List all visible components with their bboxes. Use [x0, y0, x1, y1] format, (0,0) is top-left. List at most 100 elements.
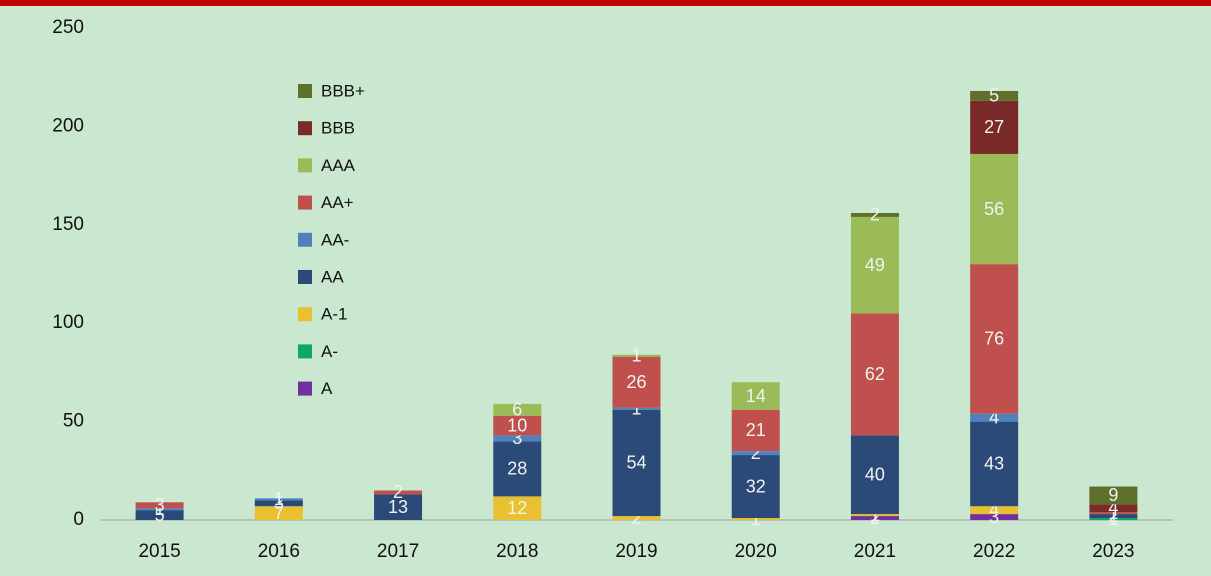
data-label: 54 [626, 453, 646, 473]
bar-segment [374, 490, 423, 495]
x-tick-label: 2018 [496, 541, 538, 562]
bar-segment [612, 354, 661, 357]
data-label: 76 [984, 329, 1004, 349]
data-label: 28 [507, 459, 527, 479]
bar-segment [850, 216, 899, 314]
bar-segment [850, 313, 899, 436]
x-tick-label: 2021 [854, 541, 896, 562]
data-label: 1 [631, 399, 641, 419]
data-label: 4 [989, 407, 999, 427]
data-label: 1 [1108, 509, 1118, 529]
data-label: 40 [865, 464, 885, 484]
data-label: 2 [870, 508, 880, 528]
bar-segment [254, 506, 303, 520]
y-tick-label: 250 [52, 17, 84, 38]
legend-swatch [298, 307, 312, 322]
bar-segment [254, 500, 303, 507]
bar-segment [1089, 514, 1138, 519]
bar-segment [970, 90, 1019, 101]
bar-segment [1089, 486, 1138, 505]
bar-segment [731, 382, 780, 410]
bar-segment [493, 496, 542, 520]
legend-swatch [298, 195, 312, 210]
data-label: 13 [388, 497, 408, 517]
data-label: 7 [274, 503, 284, 523]
bar-segment [970, 421, 1019, 507]
data-label: 6 [512, 400, 522, 420]
bar-segment [970, 100, 1019, 154]
data-label: 1 [751, 509, 761, 529]
data-label: 1 [274, 489, 284, 509]
data-label: 49 [865, 255, 885, 275]
data-label: 1 [631, 345, 641, 365]
x-tick-label: 2020 [735, 541, 777, 562]
bar-segment [970, 153, 1019, 265]
y-tick-label: 200 [52, 115, 84, 136]
x-tick-label: 2017 [377, 541, 419, 562]
bar-segment [850, 514, 899, 517]
bar-segment [612, 409, 661, 517]
data-label: 1 [155, 499, 165, 519]
legend-label: BBB [321, 119, 355, 138]
bar-segment [731, 451, 780, 456]
data-label: 3 [274, 493, 284, 513]
data-label: 62 [865, 364, 885, 384]
x-tick-label: 2019 [615, 541, 657, 562]
x-tick-label: 2023 [1092, 541, 1134, 562]
legend-swatch [298, 121, 312, 136]
x-tick-label: 2016 [258, 541, 300, 562]
legend-swatch [298, 344, 312, 359]
data-label: 1 [1108, 503, 1118, 523]
data-label: 21 [746, 420, 766, 440]
bar-segment [970, 413, 1019, 422]
legend-label: A-1 [321, 305, 347, 324]
legend-label: AA- [321, 230, 349, 249]
bar-segment [493, 441, 542, 497]
bar-segment [1089, 504, 1138, 513]
data-label: 26 [626, 372, 646, 392]
legend-label: BBB+ [321, 81, 365, 100]
data-label: 4 [989, 500, 999, 520]
y-tick-label: 100 [52, 312, 84, 333]
data-label: 9 [1108, 485, 1118, 505]
bar-segment [374, 494, 423, 520]
bar-segment [135, 508, 184, 511]
bar-segment [1089, 512, 1138, 515]
legend-swatch [298, 158, 312, 173]
legend-swatch [298, 381, 312, 396]
bar-segment [612, 356, 661, 408]
data-label: 1 [870, 505, 880, 525]
bar-segment [850, 516, 899, 520]
bar-segment [1089, 518, 1138, 520]
y-tick-label: 50 [63, 411, 84, 432]
data-label: 56 [984, 199, 1004, 219]
y-tick-label: 0 [73, 509, 84, 530]
legend-label: AA [321, 267, 344, 286]
bar-segment [612, 516, 661, 520]
data-label: 27 [984, 117, 1004, 137]
data-label: 2 [751, 443, 761, 463]
bar-segment [493, 403, 542, 416]
legend-label: A [321, 379, 333, 398]
data-label: 12 [507, 498, 527, 518]
data-label: 32 [746, 476, 766, 496]
bar-segment [135, 502, 184, 509]
data-label: 14 [746, 386, 766, 406]
legend-label: A- [321, 342, 338, 361]
legend-swatch [298, 84, 312, 98]
bar-segment [135, 510, 184, 520]
legend-label: AAA [321, 156, 356, 175]
x-tick-label: 2015 [138, 541, 180, 562]
data-label: 2 [870, 205, 880, 225]
data-label: 5 [989, 86, 999, 106]
legend-swatch [298, 232, 312, 247]
x-tick-label: 2022 [973, 541, 1015, 562]
data-label: 2 [393, 482, 403, 502]
bar-segment [731, 409, 780, 452]
legend-swatch [298, 270, 312, 284]
data-label: 2 [631, 508, 641, 528]
data-label: 10 [507, 415, 527, 435]
top-border [0, 0, 1211, 6]
bar-segment [731, 518, 780, 520]
